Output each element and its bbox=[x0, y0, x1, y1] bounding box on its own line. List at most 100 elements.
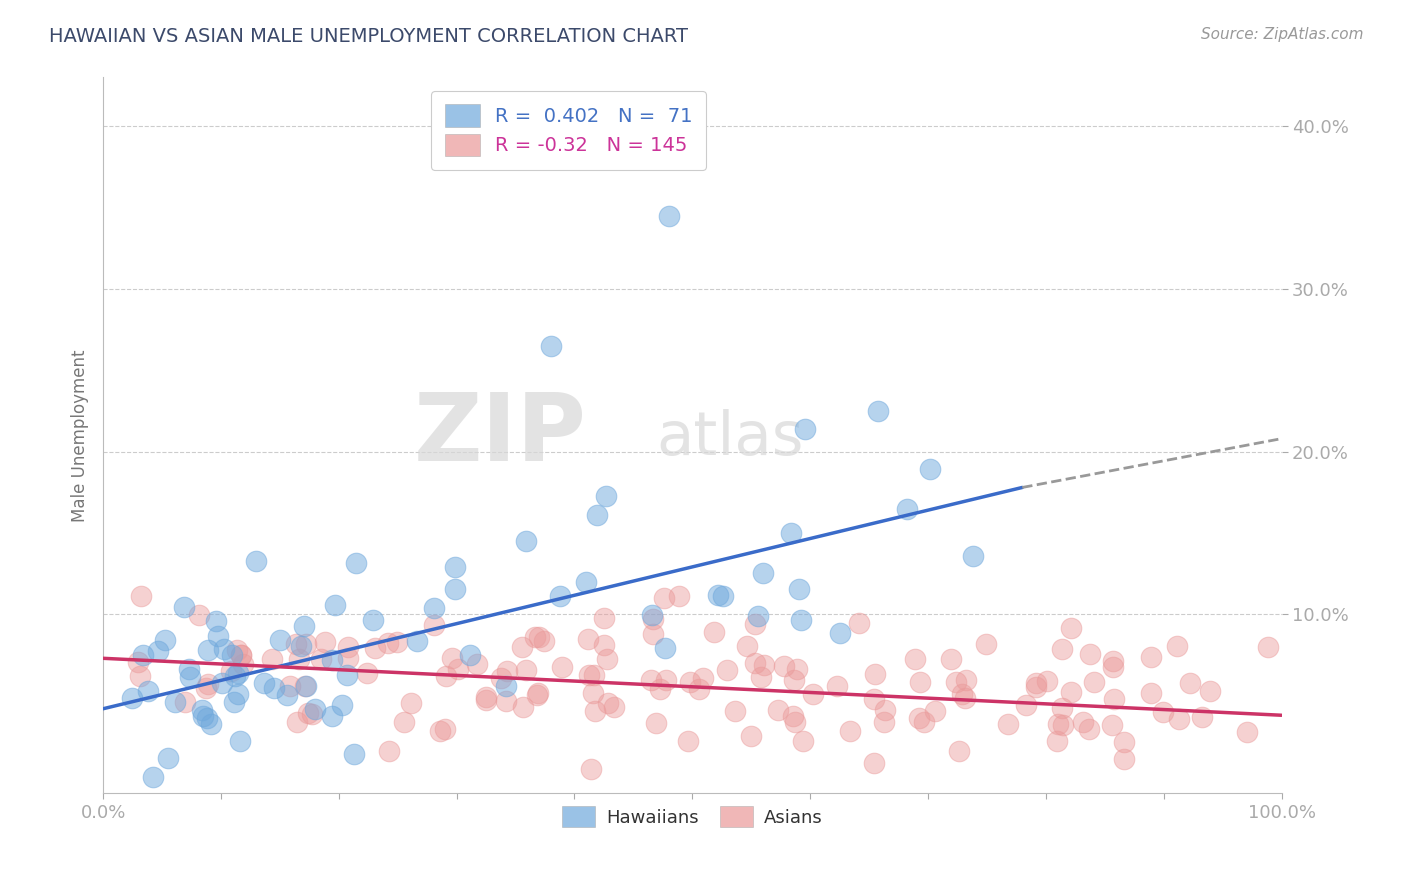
Point bbox=[1035, 673, 1057, 688]
Point bbox=[444, 560, 467, 574]
Point bbox=[908, 711, 931, 725]
Point bbox=[422, 601, 444, 615]
Point bbox=[679, 674, 702, 689]
Point bbox=[1112, 735, 1135, 749]
Point bbox=[1104, 692, 1126, 706]
Point bbox=[1152, 706, 1174, 720]
Point bbox=[179, 669, 201, 683]
Point bbox=[301, 707, 323, 722]
Point bbox=[323, 598, 346, 612]
Point bbox=[785, 714, 807, 729]
Point bbox=[752, 657, 775, 672]
Point bbox=[225, 642, 247, 657]
Point bbox=[1140, 650, 1163, 665]
Point bbox=[1083, 675, 1105, 690]
Point bbox=[896, 502, 918, 516]
Point bbox=[191, 709, 214, 723]
Point bbox=[163, 695, 186, 709]
Point bbox=[155, 633, 177, 648]
Point bbox=[129, 669, 152, 683]
Point bbox=[782, 709, 804, 723]
Point bbox=[434, 722, 457, 736]
Point bbox=[593, 611, 616, 625]
Point bbox=[801, 687, 824, 701]
Point bbox=[948, 744, 970, 758]
Point bbox=[1167, 712, 1189, 726]
Y-axis label: Male Unemployment: Male Unemployment bbox=[72, 349, 89, 522]
Point bbox=[229, 734, 252, 748]
Text: Source: ZipAtlas.com: Source: ZipAtlas.com bbox=[1201, 27, 1364, 42]
Point bbox=[1050, 701, 1073, 715]
Point bbox=[868, 403, 890, 417]
Point bbox=[263, 681, 285, 695]
Point bbox=[688, 681, 710, 696]
Point bbox=[226, 665, 249, 680]
Point bbox=[276, 688, 298, 702]
Point bbox=[974, 638, 997, 652]
Point bbox=[491, 671, 513, 685]
Point bbox=[790, 613, 813, 627]
Point bbox=[304, 702, 326, 716]
Point bbox=[285, 715, 308, 730]
Point bbox=[747, 609, 769, 624]
Point bbox=[586, 508, 609, 522]
Point bbox=[581, 762, 603, 776]
Point bbox=[751, 566, 773, 580]
Point bbox=[447, 661, 470, 675]
Point bbox=[783, 673, 806, 687]
Point bbox=[997, 717, 1019, 731]
Point bbox=[828, 626, 851, 640]
Point bbox=[510, 640, 533, 655]
Point bbox=[595, 489, 617, 503]
Point bbox=[787, 582, 810, 597]
Point bbox=[1236, 725, 1258, 739]
Point bbox=[129, 589, 152, 603]
Point bbox=[596, 696, 619, 710]
Point bbox=[336, 650, 359, 665]
Point bbox=[292, 619, 315, 633]
Point bbox=[321, 709, 343, 723]
Point bbox=[848, 615, 870, 630]
Point bbox=[297, 706, 319, 720]
Point bbox=[1112, 752, 1135, 766]
Point bbox=[527, 630, 550, 644]
Point bbox=[364, 640, 387, 655]
Point bbox=[575, 575, 598, 590]
Point bbox=[343, 747, 366, 761]
Point bbox=[873, 703, 896, 717]
Point bbox=[668, 589, 690, 603]
Point bbox=[157, 750, 180, 764]
Point bbox=[703, 624, 725, 639]
Point bbox=[515, 663, 537, 677]
Point bbox=[1077, 723, 1099, 737]
Point bbox=[578, 667, 600, 681]
Point bbox=[912, 715, 935, 730]
Point bbox=[908, 675, 931, 690]
Point bbox=[195, 711, 218, 725]
Point bbox=[269, 632, 291, 647]
Point bbox=[336, 667, 359, 681]
Point bbox=[173, 599, 195, 614]
Point bbox=[582, 686, 605, 700]
Point bbox=[245, 554, 267, 568]
Point bbox=[260, 652, 283, 666]
Text: ZIP: ZIP bbox=[413, 390, 586, 482]
Point bbox=[440, 651, 463, 665]
Point bbox=[1178, 675, 1201, 690]
Point bbox=[429, 724, 451, 739]
Point bbox=[740, 730, 762, 744]
Point bbox=[655, 673, 678, 688]
Point bbox=[1015, 698, 1038, 713]
Point bbox=[825, 679, 848, 693]
Point bbox=[378, 744, 401, 758]
Point bbox=[716, 663, 738, 677]
Point bbox=[285, 637, 308, 651]
Point bbox=[434, 669, 457, 683]
Point bbox=[224, 669, 246, 683]
Point bbox=[735, 639, 758, 653]
Point bbox=[744, 616, 766, 631]
Point bbox=[873, 715, 896, 730]
Point bbox=[658, 209, 681, 223]
Point bbox=[444, 582, 467, 596]
Point bbox=[526, 688, 548, 702]
